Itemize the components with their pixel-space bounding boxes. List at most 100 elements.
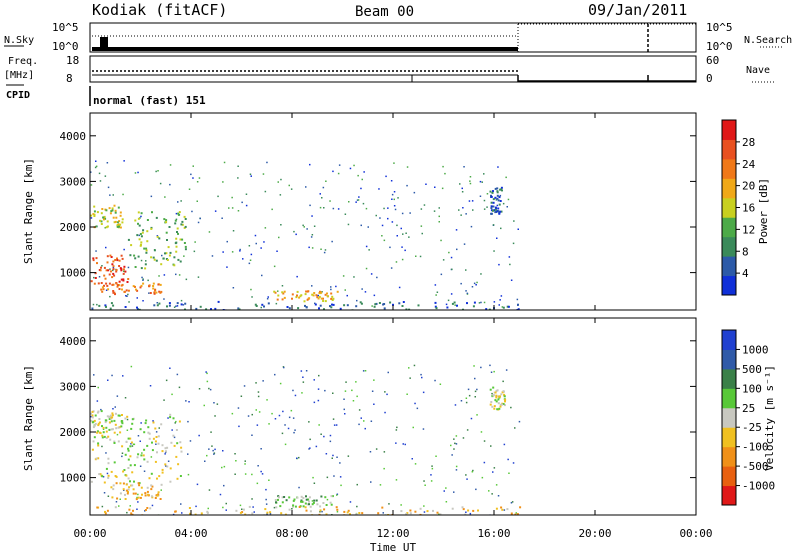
power-echo: [483, 301, 486, 304]
velocity-echo: [474, 377, 476, 380]
power-cell-0: [122, 278, 125, 281]
power-cell-6: [401, 305, 404, 307]
colorbar-swatch: [722, 485, 736, 506]
power-echo: [450, 256, 453, 259]
power-cell-1: [112, 291, 115, 294]
velocity-echo: [384, 391, 386, 393]
velocity-cell-0: [158, 475, 161, 478]
power-cell-6: [98, 304, 101, 307]
power-echo: [288, 184, 290, 187]
velocity-cell-2: [106, 415, 109, 418]
velocity-echo: [388, 503, 390, 505]
velocity-echo: [450, 444, 452, 447]
power-cell-6: [355, 305, 358, 308]
velocity-echo: [469, 512, 472, 515]
power-echo: [319, 206, 322, 209]
velocity-echo: [411, 458, 413, 460]
velocity-echo: [305, 370, 308, 372]
power-cell-2: [184, 225, 187, 228]
power-cell-6: [462, 308, 464, 310]
velocity-cell-0: [178, 420, 181, 423]
power-echo: [126, 295, 128, 297]
power-cell-2: [155, 259, 158, 262]
power-echo: [483, 208, 486, 210]
velocity-cell-2: [109, 414, 112, 417]
power-cell-2: [177, 232, 179, 235]
power-echo: [440, 273, 443, 276]
velocity-cell-0: [115, 475, 118, 478]
power-cell-3: [105, 209, 108, 212]
velocity-echo: [221, 466, 223, 469]
velocity-cell-1: [140, 486, 143, 489]
velocity-echo: [373, 403, 375, 405]
velocity-cell-2: [98, 418, 101, 420]
power-echo: [440, 239, 442, 242]
velocity-cell-0: [147, 431, 150, 434]
power-echo: [502, 202, 505, 205]
power-echo: [401, 258, 404, 261]
velocity-echo: [237, 407, 240, 409]
velocity-echo: [131, 445, 134, 447]
freq-unit: [MHz]: [4, 70, 34, 81]
power-echo: [222, 251, 224, 253]
velocity-cell-1: [146, 486, 149, 489]
velocity-echo: [370, 420, 373, 422]
velocity-cell-5: [495, 507, 498, 510]
power-cell-1: [102, 288, 105, 291]
power-echo: [391, 193, 394, 196]
velocity-cell-2: [120, 425, 123, 428]
power-echo: [321, 197, 323, 199]
power-echo: [496, 237, 498, 239]
velocity-cell-5: [514, 513, 517, 515]
velocity-echo: [302, 376, 304, 378]
velocity-echo: [308, 448, 310, 450]
power-echo: [314, 302, 316, 305]
velocity-echo: [476, 388, 478, 391]
power-echo: [375, 214, 377, 217]
velocity-echo: [151, 504, 154, 507]
power-cell-5: [501, 189, 503, 192]
velocity-cell-0: [97, 442, 100, 445]
velocity-cell-1: [115, 482, 118, 485]
power-echo: [311, 234, 314, 236]
power-cell-2: [130, 244, 133, 247]
colorbar-swatch: [722, 275, 736, 296]
power-cell-4: [324, 293, 327, 296]
power-echo: [290, 188, 293, 190]
velocity-cell-5: [146, 507, 149, 509]
velocity-cell-3: [300, 495, 303, 498]
velocity-echo: [126, 511, 128, 514]
power-cell-5: [490, 201, 493, 204]
velocity-cell-5: [409, 512, 412, 515]
velocity-echo: [116, 433, 119, 436]
velocity-cell-1: [157, 491, 160, 494]
velocity-cell-3: [293, 498, 296, 501]
power-echo: [311, 285, 313, 287]
power-echo: [364, 291, 367, 293]
velocity-cell-2: [117, 426, 120, 429]
power-cell-4: [304, 293, 307, 296]
power-echo: [360, 224, 362, 227]
colorbar-tick-label: 25: [742, 402, 755, 415]
velocity-cell-1: [150, 484, 153, 487]
velocity-cell-0: [120, 420, 123, 423]
power-echo: [497, 166, 499, 168]
velocity-cell-0: [130, 427, 133, 430]
velocity-echo: [165, 465, 167, 467]
velocity-cell-2: [91, 410, 94, 413]
velocity-cell-5: [400, 510, 403, 513]
power-cell-0: [116, 259, 119, 262]
power-cell-2: [175, 250, 178, 253]
velocity-echo: [176, 373, 179, 376]
power-echo: [353, 276, 355, 278]
velocity-cell-0: [98, 473, 101, 476]
power-echo: [142, 300, 144, 302]
power-echo: [277, 181, 279, 183]
velocity-echo: [171, 393, 173, 396]
power-echo: [281, 285, 284, 287]
power-echo: [317, 294, 319, 297]
power-cell-2: [139, 233, 142, 235]
velocity-echo: [278, 414, 281, 417]
power-cell-1: [135, 288, 137, 291]
power-echo: [358, 196, 360, 198]
